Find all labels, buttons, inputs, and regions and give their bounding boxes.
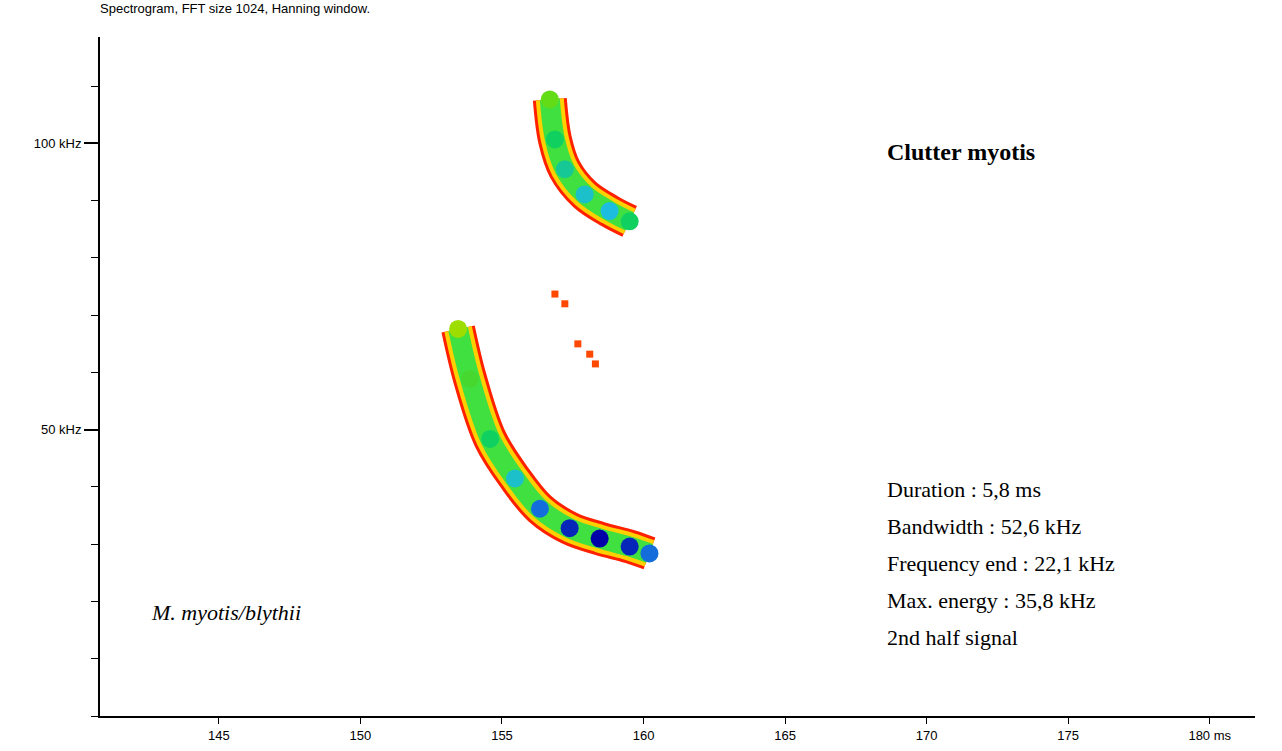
svg-text:145: 145 (208, 728, 230, 743)
svg-text:150: 150 (350, 728, 372, 743)
svg-text:180 ms: 180 ms (1188, 728, 1231, 743)
svg-text:2nd half signal: 2nd half signal (887, 625, 1018, 650)
svg-text:Clutter myotis: Clutter myotis (887, 139, 1035, 165)
svg-text:165: 165 (774, 728, 796, 743)
svg-text:170: 170 (916, 728, 938, 743)
svg-text:Max. energy : 35,8 kHz: Max. energy : 35,8 kHz (887, 588, 1096, 613)
svg-text:100 kHz: 100 kHz (34, 136, 82, 151)
svg-text:Duration : 5,8 ms: Duration : 5,8 ms (887, 477, 1041, 502)
svg-text:175: 175 (1057, 728, 1079, 743)
svg-text:155: 155 (491, 728, 513, 743)
svg-text:M. myotis/blythii: M. myotis/blythii (151, 600, 301, 625)
svg-text:50 kHz: 50 kHz (41, 422, 81, 437)
svg-text:Bandwidth : 52,6 kHz: Bandwidth : 52,6 kHz (887, 514, 1082, 539)
svg-text:160: 160 (633, 728, 655, 743)
svg-text:Spectrogram, FFT size 1024, Ha: Spectrogram, FFT size 1024, Hanning wind… (100, 1, 370, 16)
svg-text:Frequency end : 22,1 kHz: Frequency end : 22,1 kHz (887, 551, 1115, 576)
